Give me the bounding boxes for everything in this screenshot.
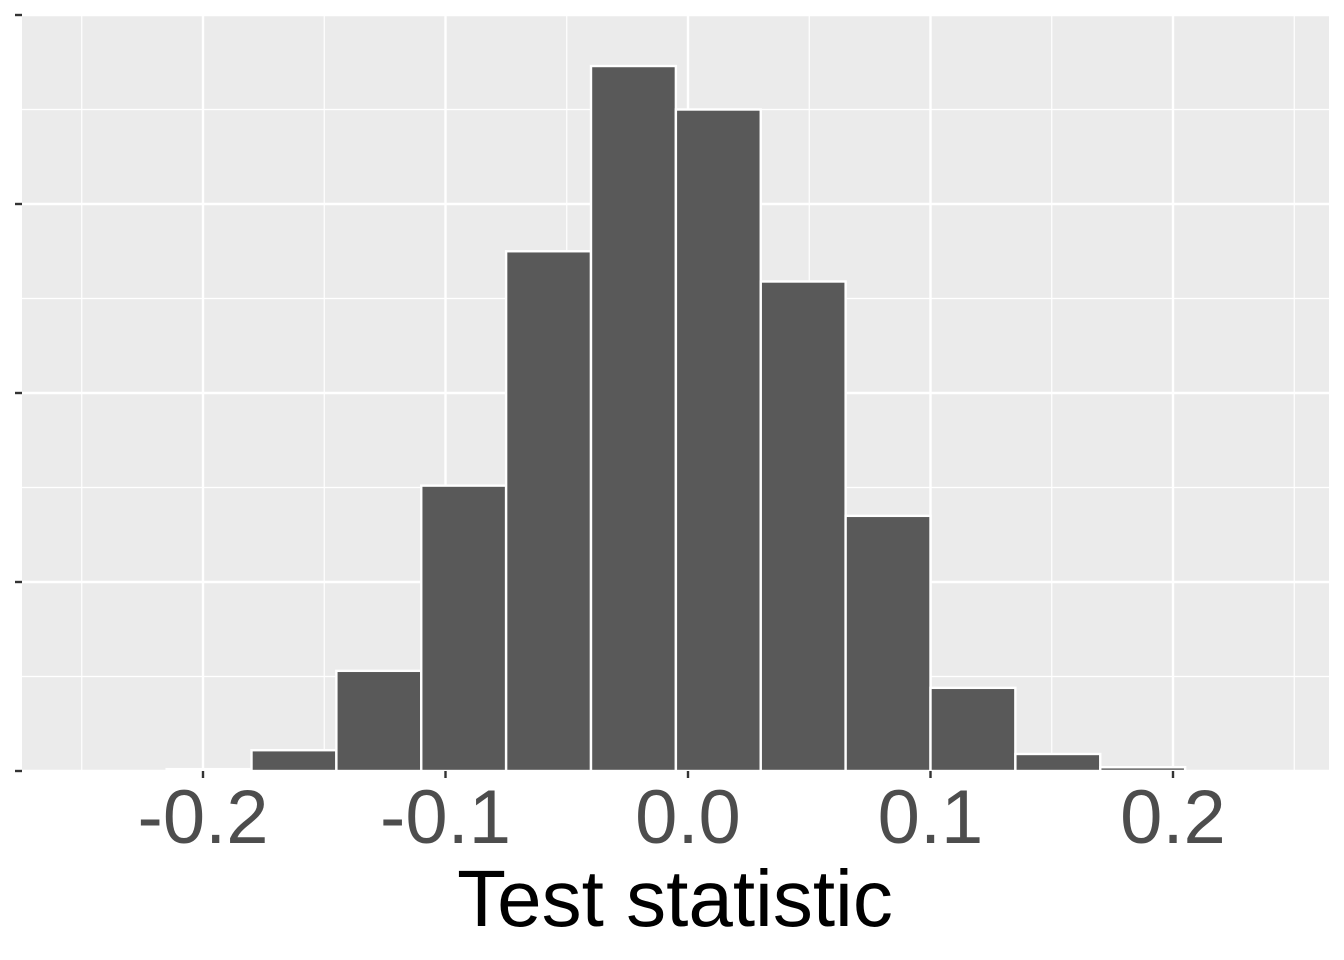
histogram-bar [674,108,762,773]
histogram-bar [335,669,423,773]
histogram-bar [504,250,593,773]
x-tick-label: 0.2 [1120,775,1226,860]
histogram-bar [759,280,847,773]
x-tick-label: 0.0 [635,775,741,860]
histogram-bar [250,749,338,773]
x-tick-label: -0.1 [380,775,511,860]
x-axis-tick-labels: -0.2 -0.1 0.0 0.1 0.2 [138,775,1226,860]
histogram-bar [1099,766,1187,773]
histogram-bars [165,64,1187,773]
histogram-bar [420,484,508,773]
histogram-bar [589,64,678,773]
x-tick-label: 0.1 [878,775,984,860]
x-tick-label: -0.2 [138,775,269,860]
histogram-bar [1014,752,1102,773]
y-axis-ticks [15,13,22,773]
x-axis-ticks [201,771,1175,778]
histogram-bar [929,686,1017,773]
histogram-bar [165,767,253,773]
x-axis-title: Test statistic [457,854,893,943]
histogram-bar [844,514,932,773]
